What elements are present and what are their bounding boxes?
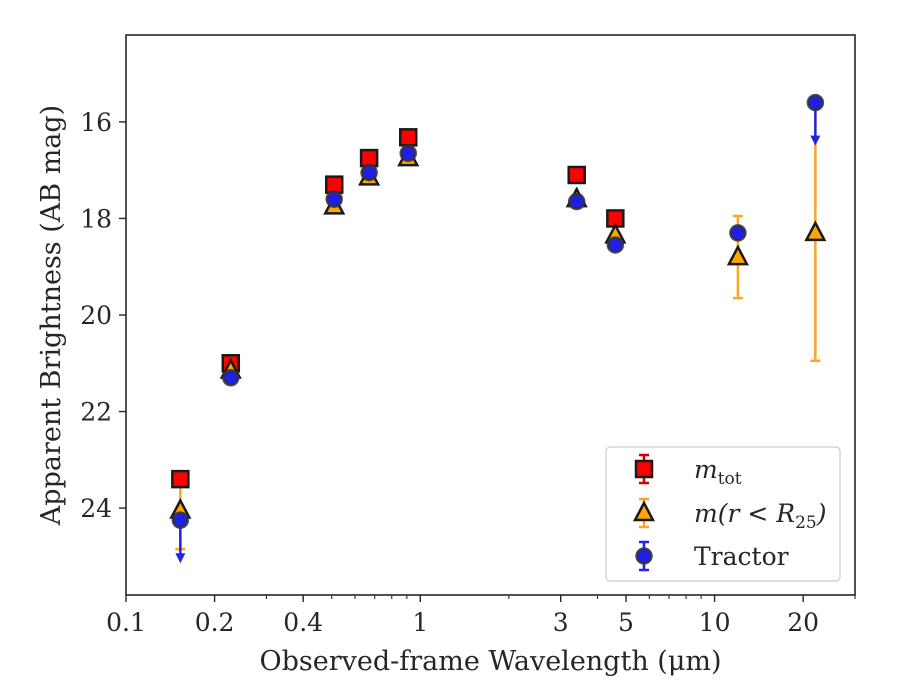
legend-label: m(r < R25) <box>694 499 826 533</box>
data-point-circle <box>399 144 417 163</box>
data-point-circle <box>806 93 825 112</box>
data-point-circle <box>360 163 378 182</box>
legend-label: mtot <box>694 455 742 489</box>
data-point-triangle <box>726 244 749 266</box>
markers-square <box>171 128 625 489</box>
data-point-circle <box>567 192 586 211</box>
legend: mtot m(r < R25) Tractor <box>605 446 841 582</box>
y-tick-label: 20 <box>80 301 112 330</box>
upper-limit-arrow <box>810 135 821 146</box>
x-tick-label: 0.2 <box>195 608 235 637</box>
legend-marker-triangle <box>632 500 656 522</box>
y-tick-label: 24 <box>80 494 112 523</box>
data-point-circle <box>729 224 747 242</box>
x-tick-label: 5 <box>618 608 634 637</box>
x-tick-label: 10 <box>699 608 731 637</box>
data-point-circle <box>325 190 343 208</box>
x-tick-label: 3 <box>553 608 569 637</box>
y-tick-label: 18 <box>80 204 112 233</box>
data-point-square <box>171 469 190 489</box>
x-axis-label: Observed-frame Wavelength (μm) <box>259 646 721 677</box>
legend-label: Tractor <box>694 542 789 571</box>
y-tick-label: 16 <box>80 108 112 137</box>
axes: 0.1 0.2 0.4 1 3 5 10 20 16 18 20 22 24 Observed-frame… <box>36 34 856 677</box>
x-tick-label: 0.4 <box>283 608 323 637</box>
x-tick-label: 1 <box>412 608 428 637</box>
data-point-circle <box>222 369 240 387</box>
data-point-triangle <box>804 220 827 242</box>
legend-marker-circle <box>635 547 653 565</box>
y-axis-label: Apparent Brightness (AB mag) <box>36 105 67 526</box>
legend-marker-square <box>634 459 654 479</box>
data-point-circle <box>171 511 190 529</box>
y-tick-label: 22 <box>80 398 112 427</box>
legend-box <box>605 446 841 582</box>
x-tick-label: 0.1 <box>106 608 146 637</box>
plot-area <box>169 93 827 564</box>
data-point-square <box>324 175 344 194</box>
data-point-circle <box>606 236 625 254</box>
markers-circle <box>171 93 825 529</box>
data-point-square <box>398 128 418 147</box>
data-point-square <box>359 148 379 168</box>
data-point-square <box>567 165 586 185</box>
upper-limit-arrow <box>175 553 186 564</box>
x-tick-label: 20 <box>787 608 819 637</box>
